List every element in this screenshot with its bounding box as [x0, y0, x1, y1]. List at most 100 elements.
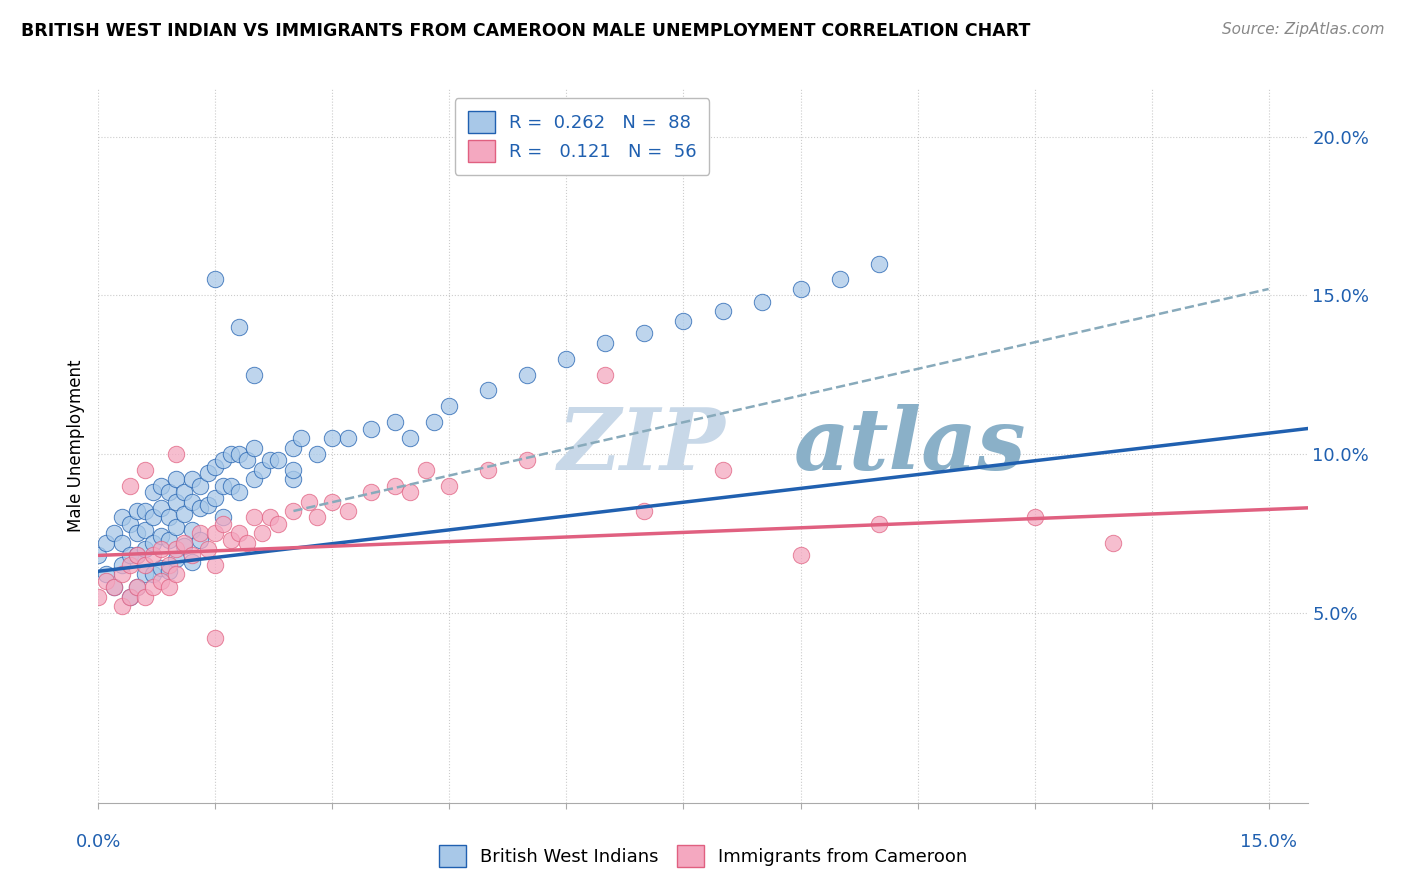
Point	[118, 590, 141, 604]
Point	[111, 599, 134, 614]
Point	[188, 533, 211, 547]
Point	[384, 415, 406, 429]
Point	[127, 504, 149, 518]
Legend: British West Indians, Immigrants from Cameroon: British West Indians, Immigrants from Ca…	[432, 838, 974, 874]
Point	[118, 478, 141, 492]
Text: BRITISH WEST INDIAN VS IMMIGRANTS FROM CAMEROON MALE UNEMPLOYMENT CORRELATION CH: BRITISH WEST INDIAN VS IMMIGRANTS FROM C…	[21, 22, 1031, 40]
Point	[212, 453, 235, 467]
Point	[283, 441, 305, 455]
Point	[1024, 510, 1046, 524]
Point	[384, 478, 406, 492]
Point	[134, 523, 156, 537]
Point	[399, 485, 422, 500]
Point	[134, 590, 156, 604]
Point	[228, 447, 250, 461]
Point	[197, 542, 219, 557]
Point	[127, 526, 149, 541]
Point	[134, 504, 156, 518]
Point	[111, 567, 134, 582]
Point	[595, 368, 617, 382]
Point	[127, 580, 149, 594]
Point	[103, 580, 125, 594]
Point	[118, 516, 141, 531]
Point	[219, 478, 242, 492]
Point	[165, 520, 187, 534]
Point	[252, 463, 274, 477]
Point	[212, 510, 235, 524]
Point	[96, 567, 118, 582]
Point	[633, 504, 655, 518]
Point	[259, 510, 281, 524]
Text: Source: ZipAtlas.com: Source: ZipAtlas.com	[1222, 22, 1385, 37]
Point	[868, 516, 890, 531]
Point	[157, 558, 180, 572]
Point	[259, 453, 281, 467]
Point	[204, 631, 226, 645]
Point	[111, 535, 134, 549]
Point	[672, 314, 695, 328]
Point	[111, 558, 134, 572]
Point	[157, 580, 180, 594]
Point	[477, 463, 499, 477]
Point	[789, 282, 811, 296]
Point	[415, 463, 437, 477]
Point	[149, 561, 172, 575]
Point	[290, 431, 312, 445]
Point	[103, 526, 125, 541]
Point	[828, 272, 851, 286]
Point	[477, 384, 499, 398]
Point	[134, 463, 156, 477]
Point	[337, 431, 360, 445]
Point	[360, 485, 382, 500]
Legend: R =  0.262   N =  88, R =   0.121   N =  56: R = 0.262 N = 88, R = 0.121 N = 56	[456, 98, 709, 175]
Point	[142, 535, 165, 549]
Point	[149, 500, 172, 515]
Point	[111, 510, 134, 524]
Point	[181, 549, 204, 563]
Point	[595, 335, 617, 350]
Point	[243, 472, 266, 486]
Point	[173, 535, 195, 549]
Point	[267, 516, 290, 531]
Point	[134, 567, 156, 582]
Point	[212, 516, 235, 531]
Point	[87, 590, 110, 604]
Point	[868, 257, 890, 271]
Text: 15.0%: 15.0%	[1240, 833, 1298, 851]
Point	[134, 542, 156, 557]
Point	[188, 526, 211, 541]
Point	[204, 491, 226, 506]
Point	[127, 549, 149, 563]
Point	[204, 526, 226, 541]
Point	[173, 507, 195, 521]
Y-axis label: Male Unemployment: Male Unemployment	[66, 359, 84, 533]
Point	[165, 551, 187, 566]
Point	[165, 494, 187, 508]
Point	[204, 272, 226, 286]
Point	[243, 368, 266, 382]
Point	[321, 494, 343, 508]
Point	[228, 485, 250, 500]
Point	[711, 463, 734, 477]
Point	[197, 498, 219, 512]
Point	[181, 494, 204, 508]
Point	[165, 447, 187, 461]
Point	[118, 549, 141, 563]
Point	[127, 580, 149, 594]
Point	[360, 421, 382, 435]
Point	[142, 567, 165, 582]
Point	[188, 478, 211, 492]
Point	[118, 558, 141, 572]
Point	[149, 542, 172, 557]
Text: atlas: atlas	[793, 404, 1026, 488]
Point	[399, 431, 422, 445]
Point	[103, 580, 125, 594]
Point	[321, 431, 343, 445]
Point	[96, 574, 118, 588]
Point	[298, 494, 321, 508]
Point	[283, 472, 305, 486]
Point	[555, 351, 578, 366]
Point	[243, 441, 266, 455]
Point	[165, 472, 187, 486]
Point	[197, 466, 219, 480]
